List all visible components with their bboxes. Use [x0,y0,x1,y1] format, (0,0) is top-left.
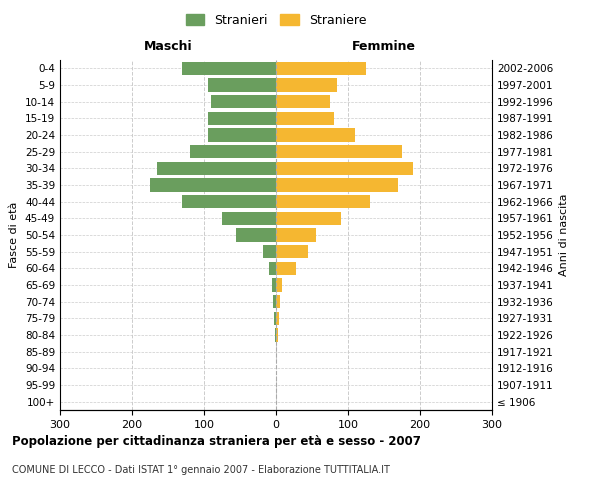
Bar [222,212,276,225]
Text: COMUNE DI LECCO - Dati ISTAT 1° gennaio 2007 - Elaborazione TUTTITALIA.IT: COMUNE DI LECCO - Dati ISTAT 1° gennaio … [12,465,390,475]
Bar [211,95,276,108]
Bar [190,145,276,158]
Bar [208,128,276,141]
Bar [274,312,276,325]
Bar [208,78,276,92]
Bar [276,195,370,208]
Bar [276,228,316,241]
Bar [208,112,276,125]
Bar [157,162,276,175]
Bar [276,78,337,92]
Bar [276,162,413,175]
Y-axis label: Fasce di età: Fasce di età [10,202,19,268]
Bar [182,195,276,208]
Legend: Stranieri, Straniere: Stranieri, Straniere [181,8,371,32]
Y-axis label: Anni di nascita: Anni di nascita [559,194,569,276]
Bar [276,178,398,192]
Text: Maschi: Maschi [143,40,193,53]
Bar [182,62,276,75]
Bar [275,328,276,342]
Bar [276,278,282,291]
Bar [276,62,366,75]
Bar [236,228,276,241]
Bar [263,245,276,258]
Bar [276,145,402,158]
Bar [276,328,278,342]
Bar [150,178,276,192]
Bar [276,95,330,108]
Bar [269,262,276,275]
Bar [276,128,355,141]
Bar [272,278,276,291]
Bar [276,112,334,125]
Bar [276,295,280,308]
Bar [276,212,341,225]
Bar [273,295,276,308]
Text: Femmine: Femmine [352,40,416,53]
Bar [276,312,279,325]
Text: Popolazione per cittadinanza straniera per età e sesso - 2007: Popolazione per cittadinanza straniera p… [12,435,421,448]
Bar [276,262,296,275]
Bar [276,245,308,258]
